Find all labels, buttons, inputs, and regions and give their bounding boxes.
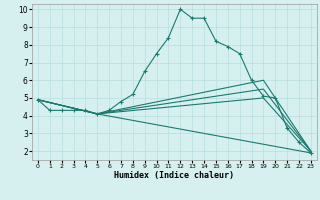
X-axis label: Humidex (Indice chaleur): Humidex (Indice chaleur) bbox=[115, 171, 234, 180]
